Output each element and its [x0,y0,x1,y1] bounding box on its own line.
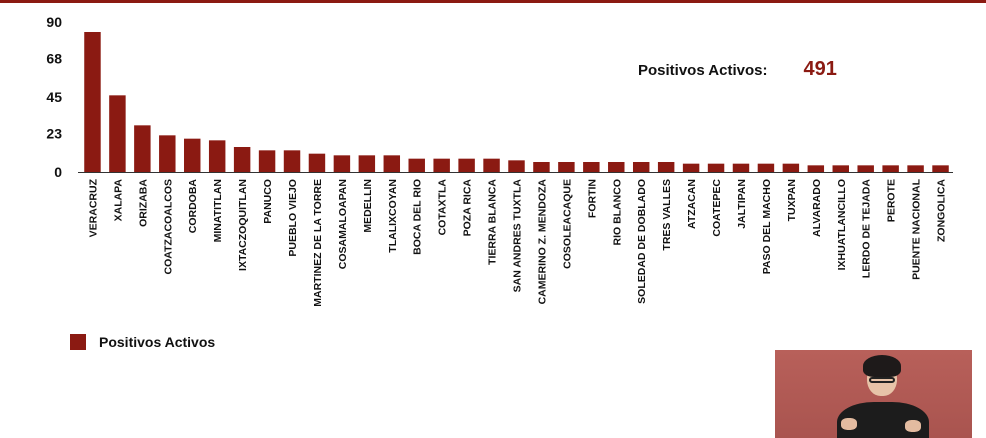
x-tick-label: COATEPEC [711,179,723,237]
bar [258,150,276,172]
bar [732,163,750,172]
x-tick-label: TLALIXCOYAN [387,179,399,253]
kpi-label: Positivos Activos: [638,62,768,79]
x-tick-label: PEROTE [886,179,898,222]
bar [558,162,575,172]
interpreter-hand-left [841,418,857,430]
bar [283,150,301,172]
sign-language-interpreter-video [775,350,972,438]
bar [857,165,874,172]
x-tick-label: MINATITLAN [212,179,224,242]
x-tick-label: LERDO DE TEJADA [861,179,873,279]
x-tick-label: IXTACZOQUITLAN [237,179,249,271]
x-tick-label: JALTIPAN [736,179,748,229]
x-tick-label: XALAPA [112,179,124,222]
y-tick-label: 0 [54,164,62,180]
x-tick-label: VERACRUZ [87,178,99,237]
chart-legend: Positivos Activos [70,334,215,350]
x-tick-label: ZONGOLICA [936,179,948,242]
y-tick-label: 45 [46,89,62,105]
bar [233,147,251,172]
bar [358,155,376,172]
x-tick-label: SAN ANDRES TUXTLA [512,179,524,293]
legend-label: Positivos Activos [99,334,216,350]
x-tick-label: CORDOBA [187,179,199,234]
bar [832,165,849,172]
bar [782,163,800,172]
x-tick-label: ORIZABA [137,179,149,227]
bar [508,160,525,172]
bar [932,165,949,172]
y-axis-ticks: 90 68 45 23 0 [46,14,62,180]
x-tick-label: COATZACOALCOS [162,179,174,274]
bar [408,158,425,172]
bar [84,32,101,172]
y-tick-label: 90 [46,14,62,30]
bar [333,155,351,172]
x-tick-label: FORTIN [586,179,598,218]
x-tick-label: RIO BLANCO [611,179,623,246]
bar [657,162,675,172]
bar [533,162,550,172]
x-tick-label: TIERRA BLANCA [487,179,499,265]
x-tick-label: IXHUATLANCILLO [836,179,848,270]
bar [208,140,226,172]
bar [184,138,201,172]
interpreter-hair [863,355,901,377]
x-tick-label: POZA RICA [462,179,474,237]
bar [308,153,326,172]
interpreter-glasses [869,377,895,383]
bar [882,165,899,172]
bar [433,158,450,172]
bar [159,135,176,172]
bar [583,162,600,172]
legend-swatch [70,334,86,350]
x-tick-label: COSAMALOAPAN [337,179,349,269]
x-tick-label: COTAXTLA [437,179,449,236]
bar [383,155,401,172]
interpreter-hand-right [905,420,921,432]
x-tick-label: PUEBLO VIEJO [287,179,299,257]
y-tick-label: 23 [46,126,62,142]
bar [907,165,924,172]
bar [483,158,500,172]
x-tick-label: ATZACAN [686,179,698,229]
x-tick-label: MARTINEZ DE LA TORRE [312,179,324,307]
x-tick-label: PUENTE NACIONAL [911,178,923,280]
x-tick-label: TUXPAN [786,179,798,221]
x-tick-label: PASO DEL MACHO [761,179,773,274]
bar [682,163,700,172]
bar [807,165,825,172]
x-tick-label: ALVARADO [811,179,823,237]
y-tick-label: 68 [46,51,62,67]
top-accent-rule [0,0,986,3]
bar [109,95,126,172]
x-tick-label: CAMERINO Z. MENDOZA [536,179,548,305]
x-tick-label: BOCA DEL RIO [412,179,424,255]
bar [458,158,475,172]
x-tick-label: SOLEDAD DE DOBLADO [636,179,648,304]
bar [757,163,775,172]
bars-group [84,32,949,172]
bar [608,162,625,172]
bar-chart: 90 68 45 23 0 VERACRUZ XALAPA ORIZABA COATZACOA… [46,14,953,307]
x-tick-label: TRES VALLES [661,179,673,251]
x-tick-label: COSOLEACAQUE [561,179,573,269]
kpi-active-positives: Positivos Activos: 491 [638,58,837,82]
bar [632,162,650,172]
x-tick-label: PANUCO [262,179,274,224]
bar [134,125,151,172]
x-axis-labels: VERACRUZ XALAPA ORIZABA COATZACOALCOS CORDOB… [87,178,947,306]
kpi-value: 491 [803,58,837,80]
bar [707,163,725,172]
x-tick-label: MEDELLIN [362,179,374,233]
